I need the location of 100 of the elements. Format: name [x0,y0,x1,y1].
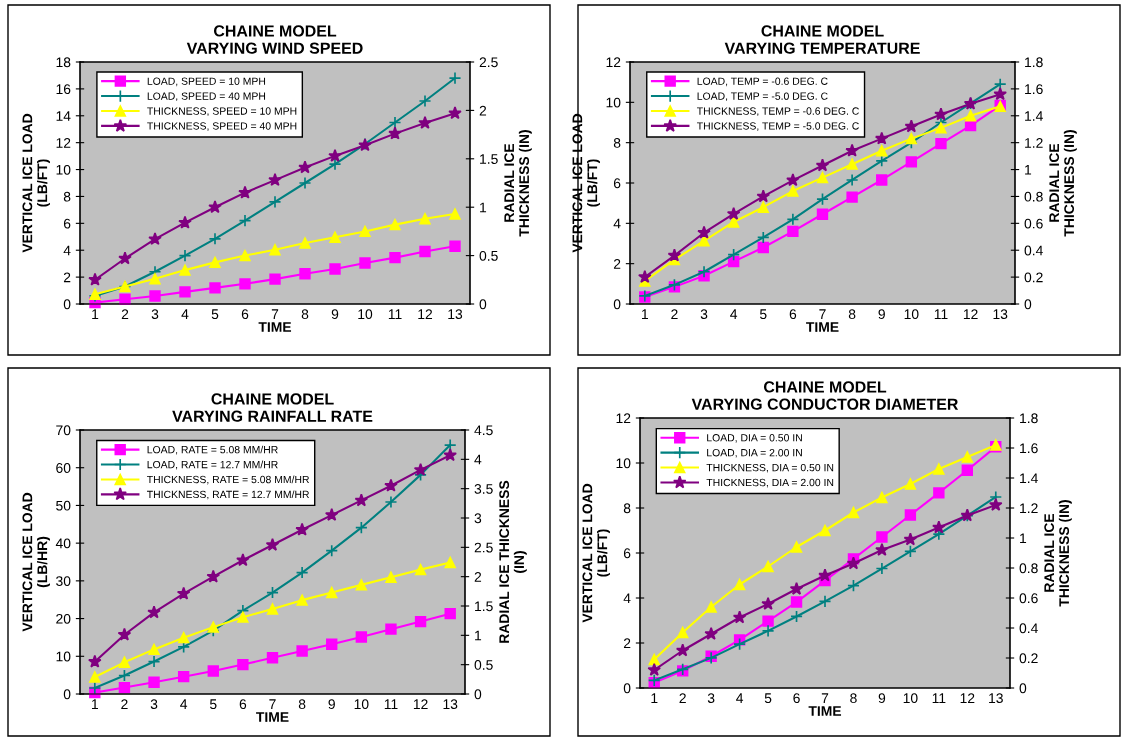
y-tick-label: 10 [56,164,71,175]
y-axis-title: VERTICAL ICE LOAD (LB/FT) [22,113,50,253]
y-tick-label: 12 [56,138,71,148]
x-tick-label: 8 [850,693,857,704]
x-tick-label: 12 [960,693,975,703]
x-tick-label: 1 [92,309,99,319]
legend-label: LOAD, RATE = 5.08 MM/HR [147,445,278,455]
x-tick-label: 2 [121,699,128,709]
legend-label: LOAD, DIA = 0.50 IN [707,434,802,443]
y2-axis-title: RADIAL ICE THICKNESS (IN) [504,130,532,237]
y2-tick-label: 0.6 [1024,218,1043,229]
x-tick-label: 7 [821,693,829,703]
y-tick-label: 8 [63,191,71,202]
y2-tick-label: 1.5 [475,601,493,612]
x-tick-label: 7 [271,309,279,319]
y-tick-label: 0 [63,299,71,310]
x-axis-title: TIME [256,712,289,722]
y-tick-label: 40 [55,538,71,549]
legend-label: LOAD, DIA = 2.00 IN [707,449,802,458]
x-axis-title: TIME [258,322,292,332]
y2-tick-label: 1.4 [1020,473,1038,484]
x-tick-label: 6 [241,309,249,320]
x-tick-label: 4 [736,693,744,703]
x-tick-label: 4 [730,309,738,319]
y2-tick-label: 0 [474,689,482,700]
y-tick-label: 12 [616,413,631,424]
x-tick-label: 9 [331,309,339,320]
y2-tick-label: 1 [1025,165,1032,175]
x-tick-label: 11 [384,699,398,709]
y2-tick-label: 1.8 [1020,413,1038,424]
legend-label: THICKNESS, SPEED = 40 MPH [147,122,297,131]
x-tick-label: 2 [679,693,686,703]
y-tick-label: 16 [56,84,71,95]
x-tick-label: 5 [759,309,767,320]
x-tick-label: 10 [903,693,918,704]
y-tick-label: 2 [623,638,631,649]
y2-tick-label: 4.5 [474,425,493,436]
y-tick-label: 18 [56,57,71,68]
legend-label: THICKNESS, RATE = 12.7 MM/HR [146,490,310,500]
y-tick-label: 0 [63,689,71,700]
y2-tick-label: 1.5 [480,154,498,164]
x-tick-label: 1 [642,309,648,319]
legend-label: THICKNESS, TEMP = -0.6 DEG. C [696,107,859,116]
y2-tick-label: 1.6 [1025,84,1043,95]
y2-tick-label: 4 [474,454,482,465]
y-tick-label: 0 [613,299,621,310]
x-tick-label: 9 [878,693,886,704]
y-tick-label: 4 [63,245,71,256]
y2-tick-label: 1.8 [1025,57,1043,68]
y2-tick-label: 1.4 [1025,111,1043,121]
x-tick-label: 4 [180,699,188,709]
y-tick-label: 30 [56,576,71,587]
y2-tick-label: 0.4 [1019,623,1038,634]
x-tick-label: 5 [764,693,772,704]
x-tick-label: 5 [209,699,217,710]
y2-tick-label: 0.5 [474,660,493,670]
x-tick-label: 3 [151,309,159,320]
y-tick-label: 12 [606,57,621,68]
x-tick-label: 10 [358,309,373,320]
x-tick-label: 5 [211,309,219,320]
y-tick-label: 4 [623,593,631,604]
y2-axis-title: RADIAL ICE THICKNESS (IN) [1049,130,1077,237]
y2-tick-label: 0.6 [1019,593,1038,604]
y-tick-label: 8 [623,503,631,514]
y-tick-label: 0 [623,683,631,694]
y-tick-label: 10 [616,458,631,469]
x-tick-label: 6 [789,309,797,320]
x-tick-label: 3 [700,309,708,320]
x-tick-label: 3 [707,693,715,704]
y-tick-label: 4 [613,218,621,229]
x-tick-label: 11 [934,309,948,319]
legend-label: THICKNESS, DIA = 2.00 IN [706,478,834,488]
legend-label: LOAD, RATE = 12.7 MM/HR [147,460,278,470]
y2-tick-label: 2 [474,572,482,582]
chart-title: CHAINE MODEL VARYING CONDUCTOR DIAMETER [691,381,959,410]
legend-label: LOAD, TEMP = -0.6 DEG. C [697,77,828,87]
x-tick-label: 13 [993,309,1008,320]
legend-label: THICKNESS, RATE = 5.08 MM/HR [146,475,310,485]
x-tick-label: 7 [819,309,826,319]
y2-tick-label: 0 [1019,683,1027,694]
x-tick-label: 12 [418,309,433,319]
chart-title: CHAINE MODEL VARYING RAINFALL RATE [172,393,373,422]
x-tick-label: 8 [848,309,856,320]
chart-title: CHAINE MODEL VARYING WIND SPEED [186,25,363,54]
y2-tick-label: 2.5 [479,57,498,68]
y2-tick-label: 3.5 [474,484,493,494]
x-tick-label: 1 [92,699,98,709]
legend-label: LOAD, SPEED = 10 MPH [147,77,266,87]
x-tick-label: 4 [181,309,189,319]
y-tick-label: 10 [606,97,621,108]
y2-tick-label: 1 [1020,533,1027,544]
y-tick-label: 60 [56,463,71,473]
y2-tick-label: 1 [480,202,487,213]
legend-label: THICKNESS, SPEED = 10 MPH [147,107,297,116]
y-tick-label: 70 [56,425,71,436]
y2-tick-label: 0.8 [1024,191,1043,202]
y2-tick-label: 1.2 [1025,138,1043,148]
y-tick-label: 20 [56,613,71,624]
x-tick-label: 9 [328,699,335,710]
y2-tick-label: 0 [1024,299,1032,310]
